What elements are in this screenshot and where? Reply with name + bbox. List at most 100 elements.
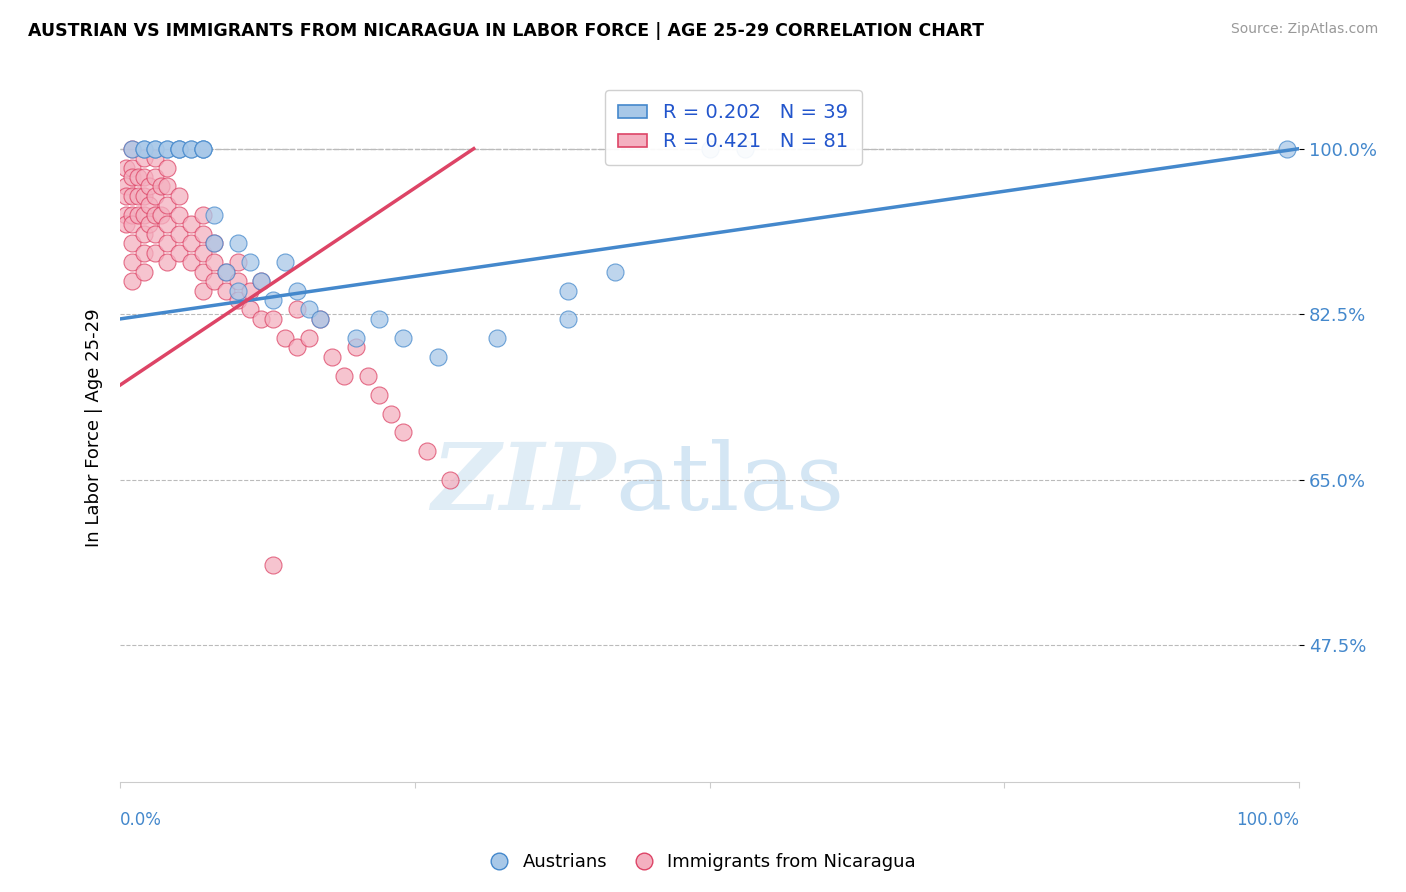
Point <box>121 189 143 203</box>
Text: AUSTRIAN VS IMMIGRANTS FROM NICARAGUA IN LABOR FORCE | AGE 25-29 CORRELATION CHA: AUSTRIAN VS IMMIGRANTS FROM NICARAGUA IN… <box>28 22 984 40</box>
Point <box>127 189 149 203</box>
Point <box>321 350 343 364</box>
Legend: Austrians, Immigrants from Nicaragua: Austrians, Immigrants from Nicaragua <box>484 847 922 879</box>
Point <box>167 142 190 156</box>
Point <box>226 293 249 307</box>
Point <box>215 284 238 298</box>
Point <box>250 274 273 288</box>
Point <box>156 198 179 212</box>
Point <box>115 161 138 175</box>
Point <box>191 284 214 298</box>
Point <box>132 189 155 203</box>
Point <box>309 312 332 326</box>
Point <box>215 265 238 279</box>
Point <box>167 208 190 222</box>
Point <box>132 245 155 260</box>
Point <box>226 274 249 288</box>
Point <box>226 255 249 269</box>
Point <box>557 312 579 326</box>
Point <box>143 227 166 241</box>
Point <box>285 302 308 317</box>
Point <box>202 255 225 269</box>
Point <box>132 169 155 184</box>
Point <box>156 142 179 156</box>
Point <box>143 169 166 184</box>
Point <box>132 227 155 241</box>
Point <box>250 312 273 326</box>
Text: atlas: atlas <box>616 440 845 530</box>
Point <box>121 236 143 251</box>
Point <box>156 179 179 194</box>
Point <box>180 255 202 269</box>
Legend: R = 0.202   N = 39, R = 0.421   N = 81: R = 0.202 N = 39, R = 0.421 N = 81 <box>605 90 862 165</box>
Point <box>239 302 262 317</box>
Point <box>392 331 415 345</box>
Point <box>132 151 155 165</box>
Point <box>226 236 249 251</box>
Point <box>734 142 756 156</box>
Point <box>202 208 225 222</box>
Point <box>439 851 461 865</box>
Point <box>191 265 214 279</box>
Y-axis label: In Labor Force | Age 25-29: In Labor Force | Age 25-29 <box>86 309 103 547</box>
Point <box>121 208 143 222</box>
Point <box>191 142 214 156</box>
Point <box>138 198 160 212</box>
Point <box>356 368 378 383</box>
Point <box>143 142 166 156</box>
Point <box>1277 142 1299 156</box>
Point <box>156 255 179 269</box>
Point <box>156 217 179 231</box>
Point <box>427 350 450 364</box>
Point <box>226 284 249 298</box>
Point <box>180 236 202 251</box>
Point <box>250 274 273 288</box>
Point <box>202 236 225 251</box>
Point <box>439 473 461 487</box>
Point <box>127 169 149 184</box>
Point <box>309 312 332 326</box>
Point <box>262 293 284 307</box>
Point <box>368 312 391 326</box>
Point <box>344 340 367 354</box>
Point <box>143 208 166 222</box>
Point <box>298 302 321 317</box>
Point <box>150 179 173 194</box>
Point <box>191 208 214 222</box>
Point <box>121 217 143 231</box>
Point <box>486 331 509 345</box>
Point <box>143 151 166 165</box>
Point <box>167 245 190 260</box>
Point <box>191 227 214 241</box>
Point <box>415 444 437 458</box>
Point <box>115 208 138 222</box>
Point <box>167 227 190 241</box>
Point <box>285 284 308 298</box>
Point <box>138 179 160 194</box>
Point <box>132 142 155 156</box>
Point <box>202 274 225 288</box>
Point <box>298 331 321 345</box>
Point <box>121 161 143 175</box>
Text: Source: ZipAtlas.com: Source: ZipAtlas.com <box>1230 22 1378 37</box>
Point <box>368 387 391 401</box>
Point <box>156 161 179 175</box>
Point <box>191 142 214 156</box>
Point <box>115 179 138 194</box>
Point <box>156 142 179 156</box>
Point <box>132 208 155 222</box>
Point <box>167 142 190 156</box>
Point <box>274 255 297 269</box>
Point <box>121 142 143 156</box>
Point <box>143 142 166 156</box>
Point <box>191 142 214 156</box>
Point <box>557 284 579 298</box>
Point <box>127 208 149 222</box>
Point <box>215 265 238 279</box>
Point <box>699 142 721 156</box>
Point <box>138 217 160 231</box>
Point <box>274 331 297 345</box>
Point <box>191 245 214 260</box>
Point <box>180 142 202 156</box>
Point <box>167 142 190 156</box>
